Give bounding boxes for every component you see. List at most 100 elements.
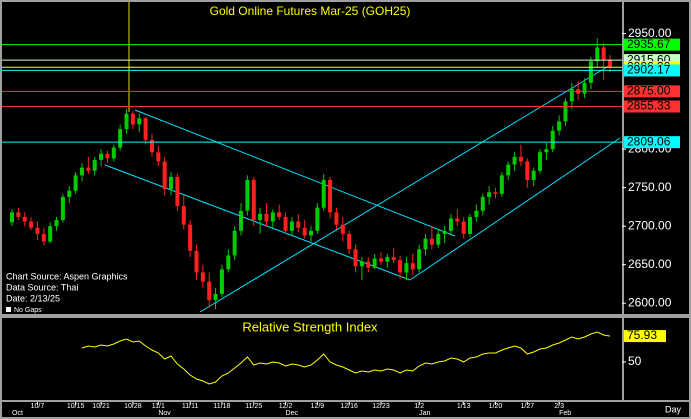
candle-body xyxy=(347,233,352,250)
no-gaps-icon xyxy=(6,307,11,312)
candle-body xyxy=(398,260,403,273)
price-level-box xyxy=(624,100,680,113)
candle-body xyxy=(213,293,218,301)
month-label: Jan xyxy=(419,410,430,417)
candle-body xyxy=(105,153,110,159)
candle-body xyxy=(67,190,72,197)
trendline xyxy=(134,109,456,237)
y-tick-label: 2700.00 xyxy=(628,218,672,232)
candle-body xyxy=(181,206,186,225)
candle-body xyxy=(385,256,390,262)
candle-body xyxy=(92,159,97,171)
candle-body xyxy=(608,59,612,68)
price-axis xyxy=(624,2,689,314)
candle-body xyxy=(334,212,339,225)
month-label: Nov xyxy=(158,410,171,417)
candle-body xyxy=(86,167,91,171)
candle-body xyxy=(468,216,473,234)
price-level-box xyxy=(624,54,680,67)
x-tick-label: 10/15 xyxy=(67,403,85,410)
candle-body xyxy=(232,230,237,256)
x-tick-label: 1/20 xyxy=(489,403,503,410)
candle-body xyxy=(423,238,428,250)
price-level-box xyxy=(624,136,680,149)
candle-body xyxy=(487,192,492,197)
candle-body xyxy=(296,221,301,228)
candle-body xyxy=(474,210,479,217)
candle-body xyxy=(143,118,148,140)
rsi-value-label: 75.93 xyxy=(627,328,657,342)
candle-body xyxy=(550,130,555,150)
candle-body xyxy=(417,249,422,270)
month-label: Dec xyxy=(286,410,299,417)
candle-body xyxy=(544,149,549,153)
candle-body xyxy=(124,113,129,130)
rsi-title: Relative Strength Index xyxy=(242,319,378,334)
candle-body xyxy=(162,161,167,190)
candle-body xyxy=(340,224,345,234)
note: Data Source: Thai xyxy=(6,282,78,292)
candle-body xyxy=(429,238,434,245)
trendlines xyxy=(104,2,621,313)
candle-body xyxy=(378,258,383,262)
x-tick-label: 12/23 xyxy=(372,403,390,410)
x-tick-label: 1/13 xyxy=(457,403,471,410)
candle-body xyxy=(111,147,116,159)
candle-body xyxy=(10,212,14,223)
candle-body xyxy=(22,216,27,222)
candle-body xyxy=(563,101,568,122)
x-tick-label: 1/27 xyxy=(520,403,534,410)
candle-body xyxy=(188,224,193,251)
candle-body xyxy=(283,216,288,231)
candle-body xyxy=(588,61,593,83)
candle-body xyxy=(461,221,466,234)
candle-body xyxy=(455,218,460,222)
candle-body xyxy=(54,220,59,227)
x-tick-label: 1/2 xyxy=(414,403,424,410)
candle-body xyxy=(309,230,313,236)
y-tick-label: 50 xyxy=(628,354,642,368)
candle-body xyxy=(270,212,275,222)
candle-body xyxy=(448,218,453,231)
candle-body xyxy=(442,230,447,234)
candle-body xyxy=(531,170,536,180)
candle-body xyxy=(60,196,65,221)
candle-body xyxy=(149,139,154,153)
candle-body xyxy=(321,179,326,208)
x-tick-label: 12/9 xyxy=(311,403,325,410)
candle-body xyxy=(137,118,142,125)
date-axis xyxy=(2,402,689,417)
chart-title: Gold Online Futures Mar-25 (GOH25) xyxy=(210,4,411,18)
x-tick-label: 2/3 xyxy=(554,403,564,410)
x-tick-label: 11/18 xyxy=(213,403,230,410)
candle-body xyxy=(525,161,530,180)
candle-body xyxy=(353,249,358,267)
note: Date: 2/13/25 xyxy=(6,293,60,303)
trendline xyxy=(104,164,411,281)
candle-body xyxy=(239,210,244,231)
x-tick-label: 11/11 xyxy=(182,403,199,410)
x-tick-label: 10/7 xyxy=(31,403,45,410)
price-level-box xyxy=(624,85,680,98)
price-level-label: 2855.33 xyxy=(627,99,671,113)
candle-body xyxy=(219,269,224,294)
price-level-box xyxy=(624,38,680,51)
x-tick-label: 11/1 xyxy=(152,403,165,410)
candle-body xyxy=(226,255,231,270)
candle-body xyxy=(73,175,78,191)
candle-body xyxy=(48,226,53,242)
candle-body xyxy=(175,176,180,207)
candle-body xyxy=(557,121,562,131)
candle-body xyxy=(315,207,320,231)
candle-body xyxy=(35,227,40,234)
y-tick-label: 2750.00 xyxy=(628,180,672,194)
trendline xyxy=(409,137,621,281)
candle-body xyxy=(582,82,587,94)
candle-body xyxy=(391,256,396,261)
y-tick-label: 2650.00 xyxy=(628,257,672,271)
x-tick-label: 10/28 xyxy=(124,403,142,410)
candle-body xyxy=(499,175,504,194)
candle-body xyxy=(207,281,212,301)
rsi-value-box xyxy=(624,330,666,343)
candle-body xyxy=(79,167,84,176)
